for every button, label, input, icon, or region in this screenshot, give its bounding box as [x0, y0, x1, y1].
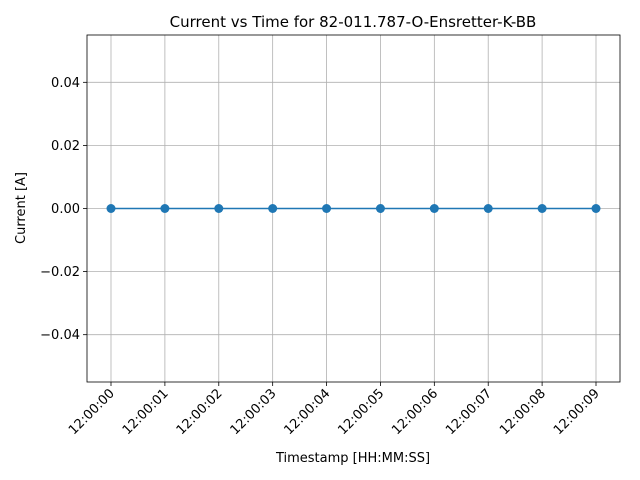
x-tick-label: 12:00:07 — [443, 386, 495, 438]
y-tick-label: −0.02 — [40, 265, 80, 280]
data-point — [106, 204, 116, 213]
y-axis: −0.04 −0.02 0.00 0.02 0.04 — [40, 76, 87, 343]
x-tick-label: 12:00:04 — [281, 386, 333, 438]
x-axis: 12:00:00 12:00:01 12:00:02 12:00:03 12:00:04… — [66, 382, 603, 438]
data-point — [591, 204, 601, 213]
x-axis-label: Timestamp [HH:MM:SS] — [275, 451, 430, 466]
data-point — [322, 204, 332, 213]
chart-title: Current vs Time for 82-011.787-O-Ensrett… — [170, 13, 537, 31]
x-tick-label: 12:00:09 — [551, 386, 603, 438]
x-tick-label: 12:00:00 — [66, 386, 118, 438]
x-tick-label: 12:00:01 — [120, 386, 172, 438]
y-axis-label: Current [A] — [14, 172, 29, 244]
data-point — [160, 204, 170, 213]
data-point — [214, 204, 224, 213]
y-tick-label: 0.02 — [51, 139, 80, 154]
data-point — [375, 204, 385, 213]
data-point — [429, 204, 439, 213]
x-tick-label: 12:00:06 — [389, 386, 441, 438]
data-point — [268, 204, 278, 213]
x-tick-label: 12:00:02 — [174, 386, 226, 438]
data-point — [483, 204, 493, 213]
series-layer — [106, 204, 601, 213]
y-tick-label: 0.04 — [51, 76, 80, 91]
y-tick-label: −0.04 — [40, 328, 80, 343]
y-tick-label: 0.00 — [51, 202, 80, 217]
x-tick-label: 12:00:05 — [335, 386, 387, 438]
data-point — [537, 204, 547, 213]
x-tick-label: 12:00:03 — [228, 386, 280, 438]
x-tick-label: 12:00:08 — [497, 386, 549, 438]
